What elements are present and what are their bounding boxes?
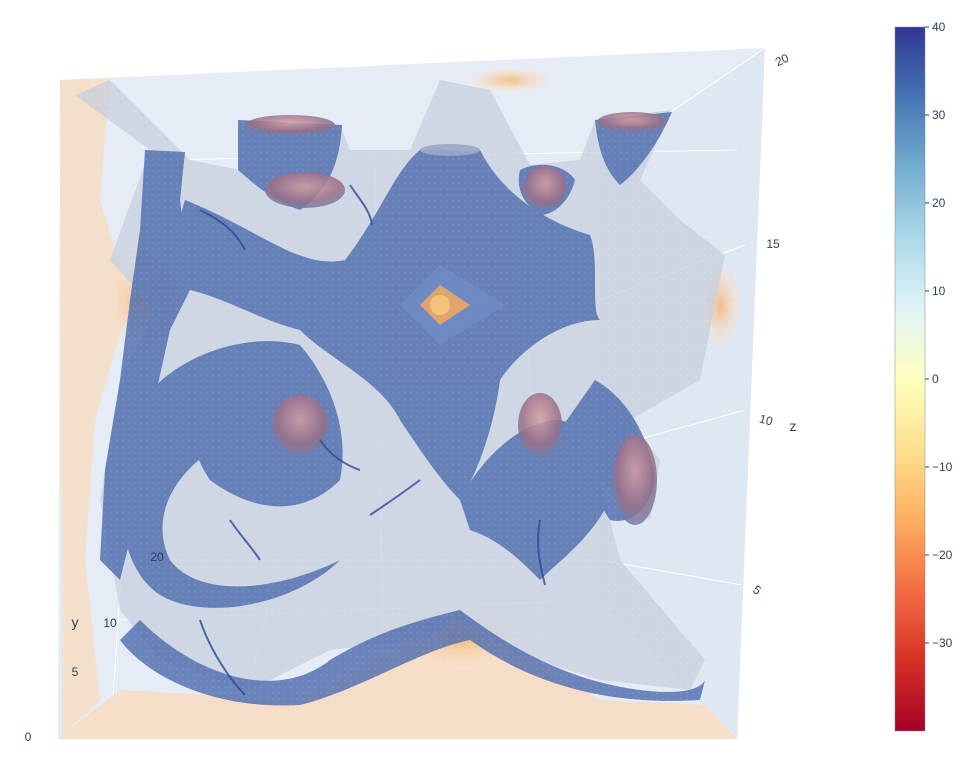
y-axis-title: y <box>72 614 79 630</box>
colorbar-gradient <box>894 26 926 732</box>
opening-right-mid <box>518 393 562 457</box>
colorbar-tick-label: 30 <box>932 108 946 122</box>
y-axis-ticks: 0 5 10 20 y <box>25 550 164 744</box>
colorbar-tick-label: 40 <box>932 20 946 34</box>
z-tick-20: 20 <box>773 51 791 69</box>
opening-top-right <box>597 112 667 132</box>
y-tick-20: 20 <box>150 550 164 564</box>
colorbar: 40 30 20 10 0 −10 −20 −30 <box>894 20 953 732</box>
y-tick-0: 0 <box>25 730 32 744</box>
opening-center-right <box>523 166 567 210</box>
surface-texture <box>60 60 740 740</box>
pinch-lines <box>199 184 546 696</box>
colorbar-tick-label: 0 <box>932 372 939 386</box>
y-tick-5: 5 <box>72 665 79 679</box>
opening-left-mid <box>272 395 328 455</box>
z-tick-10: 10 <box>758 412 775 429</box>
tube-openings <box>245 112 667 525</box>
colorbar-tick-label: 20 <box>932 196 946 210</box>
colorbar-tick-label: −30 <box>932 636 953 650</box>
opening-right-low <box>613 435 657 525</box>
colorbar-ticks: 40 30 20 10 0 −10 −20 −30 <box>925 20 953 650</box>
colorbar-tick-label: −20 <box>932 548 953 562</box>
colorbar-tick-label: 10 <box>932 284 946 298</box>
z-axis-title: z <box>790 418 797 434</box>
opening-top-mid <box>265 172 345 208</box>
opening-top-center <box>420 144 480 156</box>
z-tick-5: 5 <box>750 582 764 597</box>
y-tick-10: 10 <box>103 616 117 630</box>
center-diamond <box>400 265 505 345</box>
colorbar-tick-label: −10 <box>932 460 953 474</box>
opening-top-left <box>245 115 335 135</box>
z-tick-15: 15 <box>766 237 780 251</box>
